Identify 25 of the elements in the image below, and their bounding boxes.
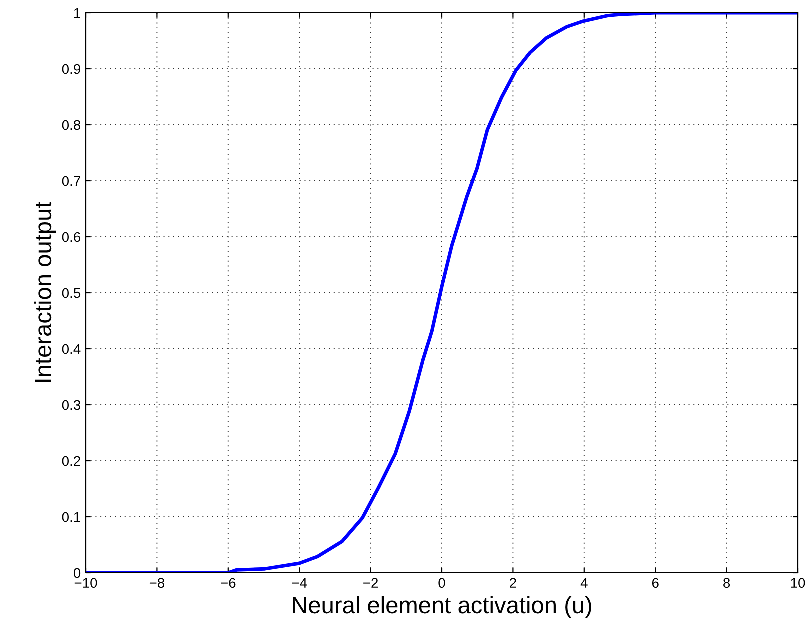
x-tick-label: 2 — [510, 578, 516, 588]
x-tick-label: −2 — [364, 578, 378, 588]
y-tick-label: 0.6 — [62, 232, 81, 242]
y-tick-label: 0.1 — [62, 512, 80, 522]
x-tick-label: 4 — [580, 578, 588, 588]
y-tick-label: 0.7 — [62, 176, 80, 186]
y-tick-label: 0 — [74, 568, 81, 578]
y-axis-title: Interaction output — [34, 202, 56, 382]
x-tick-label: −4 — [292, 578, 308, 588]
x-tick-label: 10 — [791, 578, 806, 588]
x-tick-label: −8 — [150, 578, 165, 588]
x-tick-label: 0 — [438, 578, 446, 588]
y-tick-label: 0.8 — [62, 120, 81, 130]
y-tick-label: 0.5 — [62, 288, 81, 298]
x-tick-label: −6 — [221, 578, 236, 588]
x-axis-title: Neural element activation (u) — [293, 596, 592, 618]
y-tick-label: 1 — [74, 8, 80, 18]
y-tick-label: 0.2 — [62, 456, 80, 466]
x-tick-label: 8 — [724, 578, 730, 588]
y-tick-label: 0.4 — [62, 344, 81, 354]
x-tick-label: 6 — [652, 578, 659, 588]
y-tick-label: 0.9 — [62, 64, 80, 74]
line-series — [86, 13, 798, 573]
y-tick-label: 0.3 — [62, 400, 81, 410]
x-tick-label: −10 — [74, 578, 98, 588]
